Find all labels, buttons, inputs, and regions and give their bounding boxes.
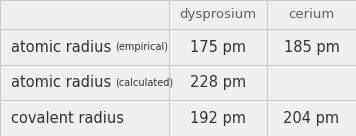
- Text: 204 pm: 204 pm: [283, 111, 340, 126]
- Text: cerium: cerium: [288, 8, 335, 21]
- Text: (calculated): (calculated): [116, 78, 174, 88]
- Text: atomic radius: atomic radius: [11, 40, 116, 55]
- Text: covalent radius: covalent radius: [11, 111, 124, 126]
- Text: 185 pm: 185 pm: [284, 40, 339, 55]
- Text: 228 pm: 228 pm: [190, 75, 246, 90]
- Text: dysprosium: dysprosium: [179, 8, 257, 21]
- Text: 192 pm: 192 pm: [190, 111, 246, 126]
- Text: 175 pm: 175 pm: [190, 40, 246, 55]
- Text: (empirical): (empirical): [116, 42, 168, 52]
- Text: atomic radius: atomic radius: [11, 75, 116, 90]
